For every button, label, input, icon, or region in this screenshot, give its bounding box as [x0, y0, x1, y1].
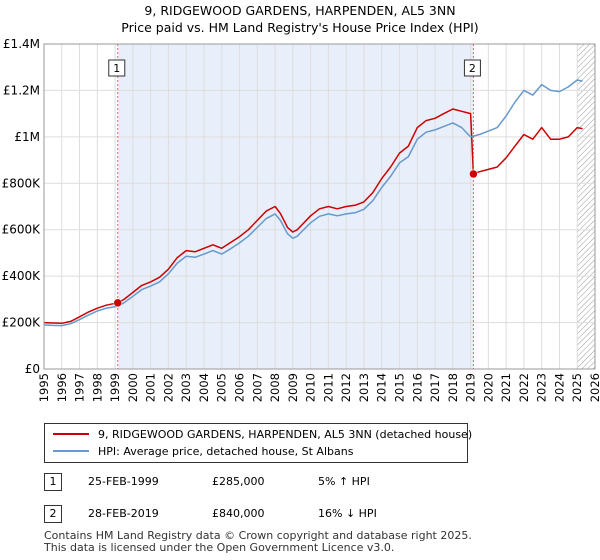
- y-tick-label: £1.4M: [3, 37, 40, 51]
- x-tick-label: 2004: [197, 373, 211, 402]
- x-tick-label: 2012: [339, 373, 353, 402]
- price-chart: £0 £200K £400K £600K £800K £1M £1.2M £1.4M 1995 1…: [2, 37, 600, 402]
- ownership-shading: [117, 44, 474, 369]
- x-tick-label: 2022: [517, 373, 531, 402]
- x-tick-label: 1997: [73, 373, 87, 402]
- legend-item-property: 9, RIDGEWOOD GARDENS, HARPENDEN, AL5 3NN…: [53, 427, 472, 443]
- y-tick-label: £600K: [2, 223, 42, 237]
- x-tick-label: 2019: [464, 373, 478, 402]
- x-tick-label: 2000: [126, 373, 140, 402]
- transaction-date: 25-FEB-1999: [88, 475, 159, 488]
- y-tick-label: £800K: [2, 176, 42, 190]
- x-tick-label: 1999: [108, 373, 122, 402]
- x-tick-label: 2002: [161, 373, 175, 402]
- x-tick-label: 1996: [55, 373, 69, 402]
- legend: 9, RIDGEWOOD GARDENS, HARPENDEN, AL5 3NN…: [44, 423, 472, 463]
- footer-line2: This data is licensed under the Open Gov…: [44, 540, 395, 554]
- x-tick-label: 2015: [392, 373, 406, 402]
- x-tick-label: 2005: [215, 373, 229, 402]
- x-tick-label: 2013: [357, 373, 371, 402]
- x-tick-label: 2008: [268, 373, 282, 402]
- x-tick-label: 2010: [304, 373, 318, 402]
- sale-marker-label: 1: [113, 62, 120, 75]
- x-tick-label: 2003: [179, 373, 193, 402]
- legend-swatch-property: [53, 433, 89, 435]
- x-tick-label: 2007: [250, 373, 264, 402]
- sale-marker-box: [108, 59, 126, 77]
- x-tick-label: 1995: [37, 373, 51, 402]
- footer-line1: Contains HM Land Registry data © Crown c…: [44, 529, 472, 542]
- forecast-hatch: [577, 44, 595, 369]
- transaction-price: £840,000: [212, 507, 265, 520]
- y-tick-label: £1M: [14, 130, 40, 144]
- x-tick-label: 2016: [410, 373, 424, 402]
- x-tick-label: 2014: [375, 373, 389, 402]
- sale-marker-box: [463, 59, 481, 77]
- x-tick-label: 2026: [588, 373, 600, 402]
- chart-title-line1: 9, RIDGEWOOD GARDENS, HARPENDEN, AL5 3NN: [144, 3, 456, 18]
- x-tick-label: 2018: [446, 373, 460, 402]
- y-tick-label: £400K: [2, 269, 42, 283]
- transaction-date: 28-FEB-2019: [88, 507, 159, 520]
- x-tick-label: 2023: [535, 373, 549, 402]
- y-tick-label: £1.2M: [3, 83, 40, 97]
- footer-attribution: Contains HM Land Registry data © Crown c…: [44, 530, 472, 553]
- chart-title-line2: Price paid vs. HM Land Registry's House …: [121, 20, 479, 35]
- sale-point: [469, 169, 478, 179]
- chart-title: 9, RIDGEWOOD GARDENS, HARPENDEN, AL5 3NN…: [0, 2, 600, 36]
- x-tick-label: 2006: [233, 373, 247, 402]
- plot-frame: [43, 43, 596, 370]
- y-tick-label: £0: [25, 362, 40, 376]
- x-tick-label: 2011: [321, 373, 335, 402]
- legend-label-property: 9, RIDGEWOOD GARDENS, HARPENDEN, AL5 3NN…: [98, 428, 473, 441]
- x-tick-label: 2017: [428, 373, 442, 402]
- x-tick-label: 2021: [499, 373, 513, 402]
- legend-label-hpi: HPI: Average price, detached house, St A…: [98, 445, 354, 458]
- sale-point: [113, 298, 123, 308]
- legend-swatch-hpi: [53, 450, 89, 452]
- series-line-hpi: [44, 79, 583, 327]
- x-tick-label: 2024: [552, 373, 566, 402]
- x-tick-label: 1998: [90, 373, 104, 402]
- transaction-hpi-delta: 5% ↑ HPI: [318, 475, 370, 488]
- legend-item-hpi: HPI: Average price, detached house, St A…: [53, 444, 353, 460]
- transaction-marker: 2: [44, 505, 62, 523]
- x-tick-label: 2025: [570, 373, 584, 402]
- x-tick-label: 2020: [481, 373, 495, 402]
- transaction-price: £285,000: [212, 475, 265, 488]
- y-tick-label: £200K: [2, 316, 42, 330]
- x-tick-label: 2009: [286, 373, 300, 402]
- x-tick-label: 2001: [144, 373, 158, 402]
- transaction-hpi-delta: 16% ↓ HPI: [318, 507, 377, 520]
- series-line-property: [44, 108, 583, 325]
- sale-marker-label: 2: [469, 62, 476, 75]
- transaction-marker: 1: [44, 473, 62, 491]
